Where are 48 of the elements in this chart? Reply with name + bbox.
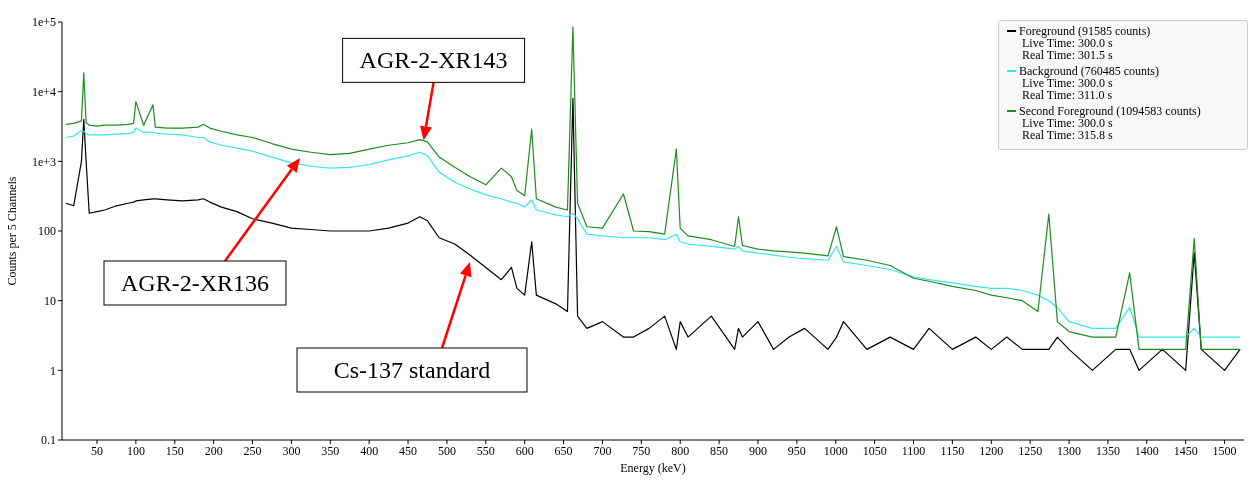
- x-tick-label: 450: [399, 443, 418, 458]
- x-tick-label: 250: [243, 443, 262, 458]
- y-tick-label: 10: [44, 293, 56, 308]
- x-tick-label: 1250: [1018, 443, 1043, 458]
- x-tick-label: 900: [748, 443, 767, 458]
- x-tick-label: 950: [787, 443, 806, 458]
- x-tick-label: 50: [90, 443, 103, 458]
- x-tick-label: 1350: [1095, 443, 1120, 458]
- y-tick-label: 1e+4: [31, 84, 56, 99]
- x-tick-label: 1150: [940, 443, 965, 458]
- legend-label: Background (760485 counts): [1019, 64, 1159, 78]
- x-tick-label: 600: [515, 443, 534, 458]
- y-tick-label: 100: [38, 224, 56, 239]
- x-tick-label: 1100: [901, 443, 926, 458]
- y-tick-label: 1e+5: [31, 15, 56, 30]
- annotation: Real Time: 315.8 s: [1021, 128, 1114, 142]
- x-tick-label: 850: [710, 443, 729, 458]
- x-tick-label: 1400: [1134, 443, 1159, 458]
- x-tick-label: 800: [671, 443, 690, 458]
- x-tick-label: 1500: [1212, 443, 1237, 458]
- x-tick-label: 750: [632, 443, 651, 458]
- x-axis-title: Energy (keV): [620, 461, 686, 475]
- annotation: AGR-2-XR143: [359, 47, 508, 74]
- x-tick-label: 100: [126, 443, 145, 458]
- y-tick-label: 1: [50, 363, 56, 378]
- y-tick-label: 1e+3: [31, 154, 56, 169]
- x-tick-label: 650: [554, 443, 573, 458]
- annotation: Real Time: 311.0 s: [1021, 88, 1114, 102]
- annotation: Cs-137 standard: [333, 357, 491, 383]
- x-tick-label: 350: [321, 443, 340, 458]
- x-tick-label: 550: [476, 443, 495, 458]
- annotation: AGR-2-XR136: [121, 270, 269, 296]
- legend-label: Second Foreground (1094583 counts): [1019, 104, 1201, 118]
- y-axis-title: Counts per 5 Channels: [5, 176, 20, 286]
- x-tick-label: 200: [204, 443, 223, 458]
- x-tick-label: 150: [165, 443, 184, 458]
- x-tick-label: 1000: [823, 443, 848, 458]
- y-tick-label: 0.1: [41, 433, 56, 448]
- annotation: Real Time: 301.5 s: [1021, 48, 1114, 62]
- x-tick-label: 1200: [979, 443, 1004, 458]
- x-tick-label: 300: [282, 443, 301, 458]
- x-tick-label: 1300: [1057, 443, 1082, 458]
- x-tick-label: 400: [360, 443, 379, 458]
- legend-label: Foreground (91585 counts): [1019, 24, 1151, 38]
- x-tick-label: 700: [593, 443, 612, 458]
- x-tick-label: 500: [437, 443, 456, 458]
- x-tick-label: 1450: [1173, 443, 1198, 458]
- x-tick-label: 1050: [862, 443, 887, 458]
